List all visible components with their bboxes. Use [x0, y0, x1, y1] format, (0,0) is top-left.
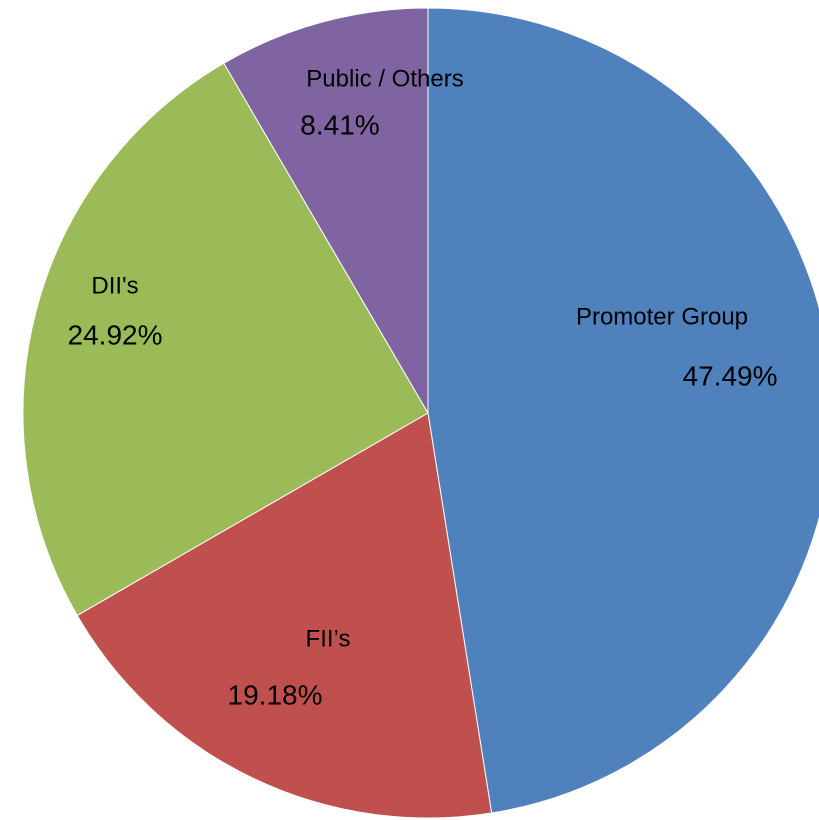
- slice-name: FII’s: [306, 625, 351, 652]
- pie-slice: [22, 62, 429, 617]
- slice-value-label: 19.18%: [228, 679, 323, 710]
- slice-value-label: 8.41%: [300, 109, 379, 140]
- pie-slice: [223, 7, 429, 415]
- slice-name: DII's: [91, 272, 138, 299]
- pie-slice: [427, 7, 819, 814]
- slice-value-label: 24.92%: [68, 319, 163, 350]
- slice-name: Promoter Group: [576, 303, 748, 330]
- slice-value-label: 47.49%: [683, 360, 778, 391]
- pie-slice: [76, 412, 493, 819]
- slice-name: Public / Others: [306, 65, 463, 92]
